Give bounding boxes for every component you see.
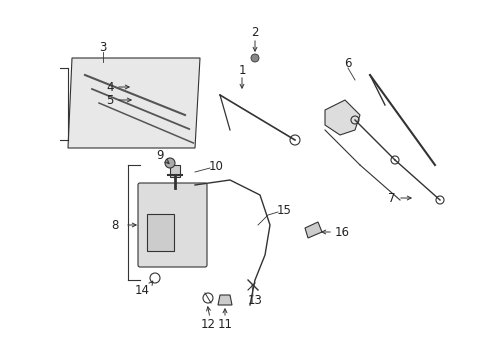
FancyBboxPatch shape <box>138 183 206 267</box>
Text: 7: 7 <box>387 192 395 204</box>
Text: 8: 8 <box>111 219 119 231</box>
Text: 10: 10 <box>208 159 223 172</box>
Text: 4: 4 <box>106 81 114 94</box>
Bar <box>170 165 180 177</box>
Text: 1: 1 <box>238 63 245 77</box>
Circle shape <box>164 158 175 168</box>
Text: 12: 12 <box>200 319 215 332</box>
Polygon shape <box>68 58 200 148</box>
Text: 2: 2 <box>251 26 258 39</box>
Polygon shape <box>305 222 321 238</box>
Circle shape <box>250 54 259 62</box>
Text: 3: 3 <box>99 41 106 54</box>
Polygon shape <box>218 295 231 305</box>
Text: 5: 5 <box>106 94 113 107</box>
Text: 15: 15 <box>276 203 291 216</box>
Text: 16: 16 <box>334 225 349 239</box>
Text: 9: 9 <box>156 149 163 162</box>
Text: 11: 11 <box>217 319 232 332</box>
Text: 14: 14 <box>134 284 149 297</box>
Text: 6: 6 <box>344 57 351 69</box>
Polygon shape <box>325 100 359 135</box>
Text: 13: 13 <box>247 293 262 306</box>
FancyBboxPatch shape <box>147 214 174 251</box>
